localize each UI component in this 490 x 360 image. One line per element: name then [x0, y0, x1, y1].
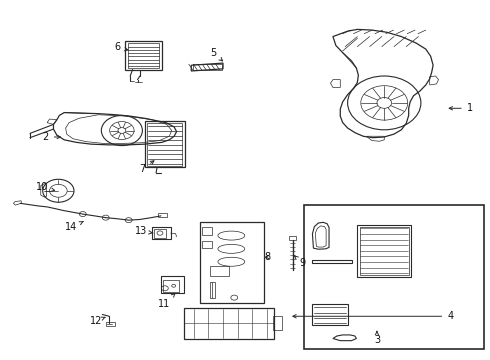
Bar	[360, 226, 409, 275]
Bar	[147, 123, 182, 166]
Bar	[128, 42, 159, 68]
Bar	[202, 227, 212, 234]
Bar	[357, 225, 411, 277]
Text: 11: 11	[158, 294, 175, 309]
Bar	[193, 64, 221, 70]
Bar	[145, 121, 185, 167]
Text: 9: 9	[294, 256, 306, 268]
Bar	[106, 322, 115, 326]
Bar	[125, 41, 162, 69]
Bar	[202, 241, 212, 248]
Bar	[161, 276, 184, 293]
Text: 1: 1	[449, 103, 473, 113]
Text: 13: 13	[135, 226, 153, 236]
Text: 12: 12	[90, 316, 105, 326]
Text: 10: 10	[36, 182, 54, 192]
Bar	[210, 266, 229, 276]
Text: 2: 2	[43, 132, 60, 142]
Bar	[184, 308, 274, 338]
Bar	[154, 229, 166, 238]
Bar	[200, 222, 264, 303]
Bar	[273, 316, 282, 330]
Bar	[152, 226, 171, 239]
Bar	[290, 236, 296, 240]
Text: 4: 4	[293, 311, 453, 321]
Bar	[210, 282, 215, 298]
Text: 14: 14	[66, 221, 83, 232]
Text: 8: 8	[264, 252, 270, 262]
Text: 6: 6	[114, 42, 128, 52]
Text: 7: 7	[139, 161, 154, 174]
Bar	[158, 213, 167, 217]
Text: 5: 5	[210, 48, 222, 61]
Bar	[163, 280, 178, 292]
Bar	[304, 205, 485, 348]
Text: 3: 3	[374, 332, 380, 345]
Bar	[313, 305, 347, 325]
